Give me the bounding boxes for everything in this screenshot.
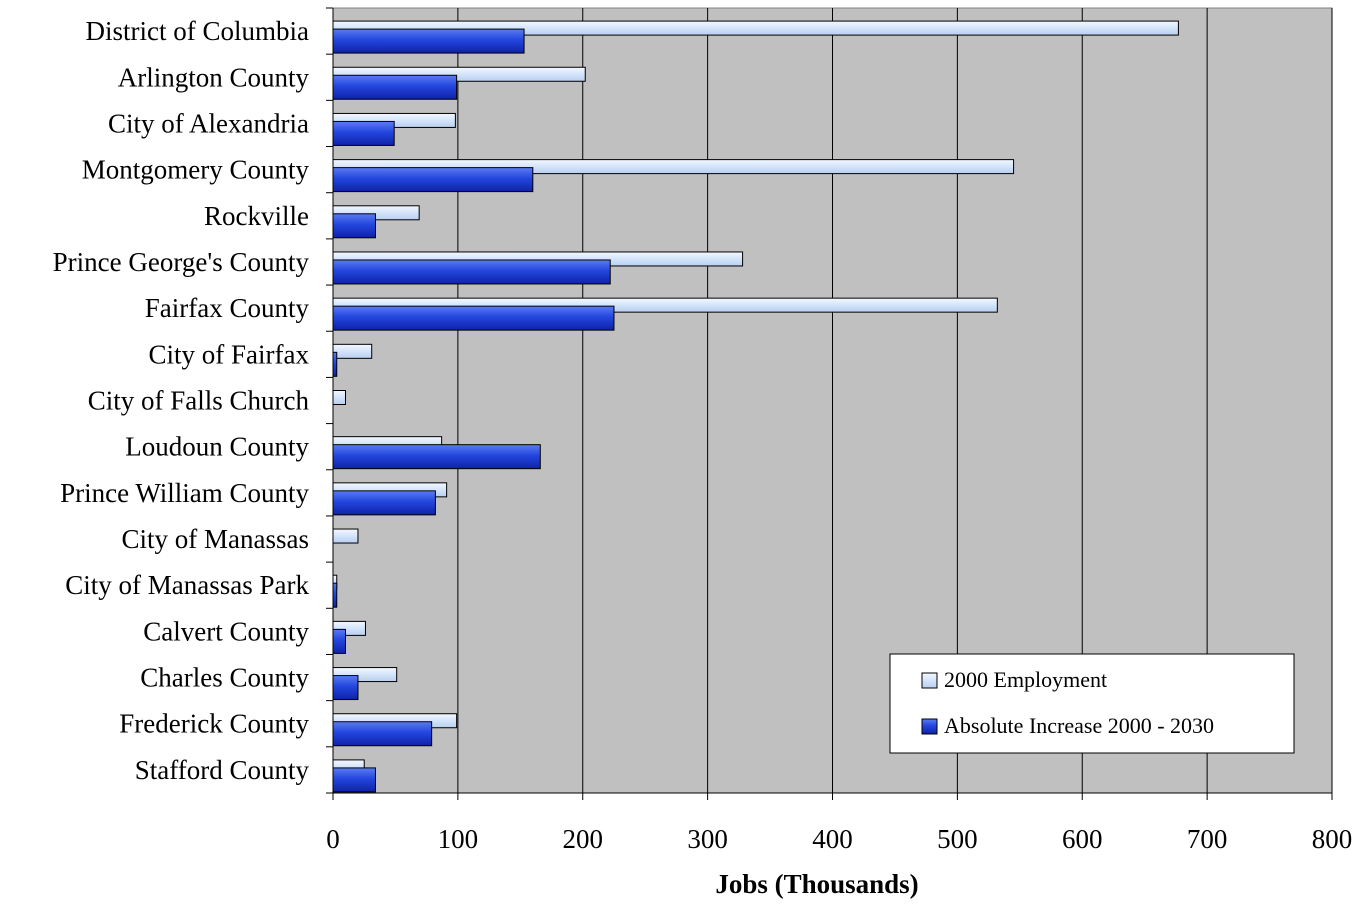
legend-swatch-absolute-increase — [921, 718, 938, 735]
x-tick-label-100: 100 — [438, 824, 479, 854]
y-category-label-calvert-county: Calvert County — [143, 616, 309, 646]
x-tick-label-0: 0 — [326, 824, 340, 854]
y-category-label-city-of-manassas: City of Manassas — [122, 524, 309, 554]
bar-absolute-increase-2000-2030-loudoun-county — [332, 444, 541, 470]
x-tick-label-400: 400 — [812, 824, 853, 854]
y-category-label-charles-county: Charles County — [140, 663, 309, 693]
y-category-label-rockville: Rockville — [204, 201, 309, 231]
bar-2000-employment-city-of-fairfax — [332, 343, 373, 359]
y-category-label-loudoun-county: Loudoun County — [125, 432, 309, 462]
bar-absolute-increase-2000-2030-prince-william-county — [332, 490, 436, 516]
legend-box — [889, 653, 1295, 754]
legend-label-absolute-increase: Absolute Increase 2000 - 2030 — [944, 713, 1214, 738]
bars — [332, 20, 1179, 793]
bar-absolute-increase-2000-2030-arlington-county — [332, 74, 458, 100]
x-tick-label-700: 700 — [1187, 824, 1228, 854]
y-category-label-district-of-columbia: District of Columbia — [86, 16, 309, 46]
bar-absolute-increase-2000-2030-city-of-manassas-park — [332, 582, 338, 608]
bar-absolute-increase-2000-2030-prince-george-s-county — [332, 259, 611, 285]
y-category-label-city-of-fairfax: City of Fairfax — [149, 339, 310, 369]
y-category-label-stafford-county: Stafford County — [135, 755, 310, 785]
x-axis: 0 100 200 300 400 500 600 700 800 — [326, 793, 1352, 854]
bar-absolute-increase-2000-2030-montgomery-county — [332, 167, 534, 193]
x-tick-label-500: 500 — [937, 824, 978, 854]
legend-swatch-2000-employment — [921, 672, 938, 689]
legend: 2000 Employment Absolute Increase 2000 -… — [889, 653, 1295, 754]
y-category-label-prince-george-s-county: Prince George's County — [53, 247, 310, 277]
y-category-label-city-of-manassas-park: City of Manassas Park — [65, 570, 309, 600]
bar-absolute-increase-2000-2030-charles-county — [332, 675, 359, 701]
bar-absolute-increase-2000-2030-fairfax-county — [332, 305, 615, 331]
legend-label-2000-employment: 2000 Employment — [944, 667, 1107, 692]
x-tick-label-300: 300 — [687, 824, 728, 854]
y-category-label-montgomery-county: Montgomery County — [82, 155, 310, 185]
bar-2000-employment-city-of-falls-church — [332, 390, 346, 405]
x-axis-title: Jobs (Thousands) — [715, 869, 918, 899]
bar-absolute-increase-2000-2030-frederick-county — [332, 721, 433, 747]
y-category-label-frederick-county: Frederick County — [119, 709, 309, 739]
x-tick-label-200: 200 — [563, 824, 604, 854]
x-tick-label-800: 800 — [1312, 824, 1353, 854]
y-category-label-city-of-alexandria: City of Alexandria — [108, 108, 309, 138]
y-category-label-arlington-county: Arlington County — [118, 62, 310, 92]
bar-absolute-increase-2000-2030-city-of-alexandria — [332, 120, 395, 146]
bar-absolute-increase-2000-2030-rockville — [332, 213, 376, 239]
x-tick-label-600: 600 — [1062, 824, 1103, 854]
y-category-label-fairfax-county: Fairfax County — [145, 293, 310, 323]
bar-2000-employment-city-of-manassas — [332, 528, 359, 544]
y-category-label-city-of-falls-church: City of Falls Church — [88, 386, 310, 416]
y-axis: District of Columbia Arlington County City… — [53, 7, 333, 794]
bar-absolute-increase-2000-2030-calvert-county — [332, 628, 346, 654]
bar-absolute-increase-2000-2030-city-of-fairfax — [332, 351, 338, 377]
y-category-label-prince-william-county: Prince William County — [60, 478, 309, 508]
bar-absolute-increase-2000-2030-district-of-columbia — [332, 28, 525, 54]
bar-absolute-increase-2000-2030-stafford-county — [332, 767, 376, 793]
